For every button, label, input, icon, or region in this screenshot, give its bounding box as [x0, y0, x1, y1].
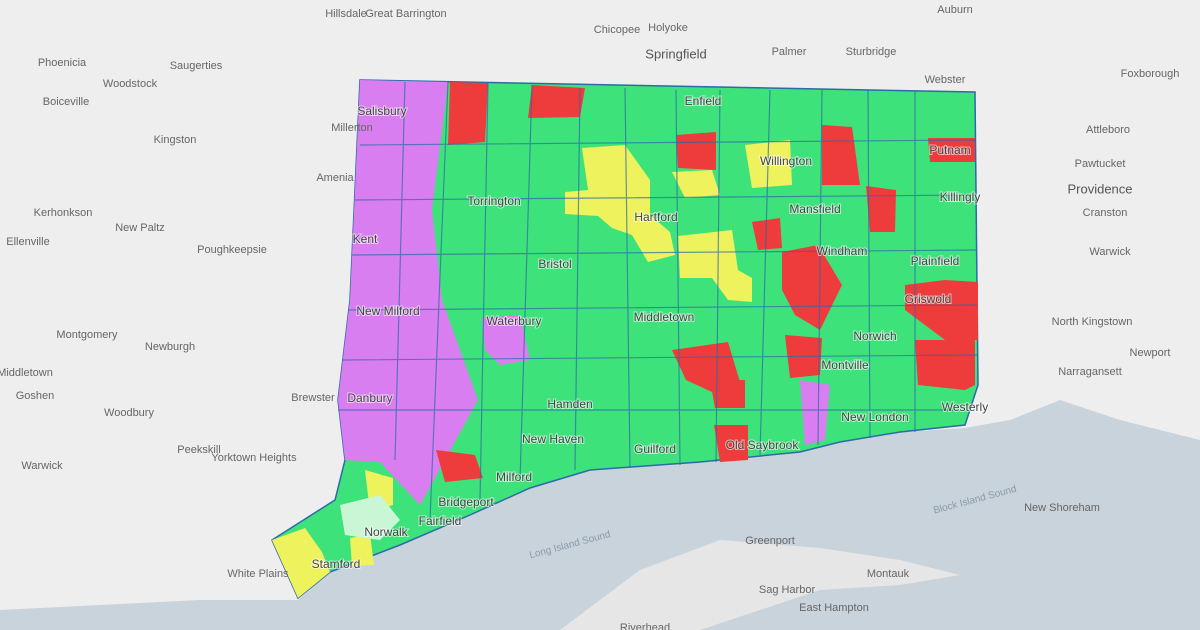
town-label: Waterbury: [487, 314, 542, 328]
place-label: East Hampton: [799, 602, 869, 614]
town-label: Danbury: [347, 391, 392, 405]
place-label: Montauk: [867, 568, 910, 580]
town-label: Stamford: [312, 557, 361, 571]
town-label: Kent: [353, 232, 378, 246]
place-label: White Plains: [227, 568, 289, 580]
town-label: Windham: [817, 244, 868, 258]
town-label: New Haven: [522, 432, 584, 446]
place-label: Newport: [1130, 347, 1171, 359]
town-label: Hamden: [547, 397, 592, 411]
town-label: Norwich: [853, 329, 896, 343]
place-label: Phoenicia: [38, 57, 87, 69]
place-label: Boiceville: [43, 96, 89, 108]
region-light: [340, 495, 400, 540]
place-label: Yorktown Heights: [211, 452, 297, 464]
place-label: Goshen: [16, 390, 55, 402]
town-label: New London: [841, 410, 908, 424]
town-label: Guilford: [634, 442, 676, 456]
town-label: Salisbury: [357, 104, 406, 118]
regions-yellow: [272, 140, 792, 598]
town-label: Middletown: [634, 310, 695, 324]
place-label: Middletown: [0, 367, 53, 379]
place-label: Peekskill: [177, 444, 220, 456]
town-label: Killingly: [940, 190, 981, 204]
place-label: Montgomery: [56, 329, 118, 341]
town-label: Fairfield: [419, 514, 462, 528]
place-label: Warwick: [1089, 246, 1131, 258]
region-purple: [800, 380, 830, 445]
place-label: Sturbridge: [846, 46, 897, 58]
town-label: Enfield: [685, 94, 722, 108]
place-label: Millerton: [331, 122, 373, 134]
place-label: Attleboro: [1086, 124, 1130, 136]
town-label: Hartford: [634, 210, 677, 224]
place-label: Poughkeepsie: [197, 244, 267, 256]
place-label: North Kingstown: [1052, 316, 1133, 328]
place-label: Chicopee: [594, 24, 640, 36]
place-label: Webster: [925, 74, 966, 86]
town-borders: [338, 81, 979, 521]
place-label: Sag Harbor: [759, 584, 816, 596]
place-label: Great Barrington: [365, 8, 446, 20]
place-label: Foxborough: [1121, 68, 1180, 80]
town-label: Plainfield: [911, 254, 960, 268]
town-label: Putnam: [929, 143, 970, 157]
long-island: [560, 540, 960, 630]
place-label: Warwick: [21, 460, 63, 472]
place-label: Woodstock: [103, 78, 158, 90]
place-label: Greenport: [745, 535, 795, 547]
place-label: Holyoke: [648, 22, 688, 34]
town-label: Montville: [821, 358, 869, 372]
place-label: Narragansett: [1058, 366, 1122, 378]
town-label: Bristol: [538, 257, 571, 271]
town-label: Milford: [496, 470, 532, 484]
town-label: Westerly: [942, 400, 988, 414]
place-label: Auburn: [937, 4, 972, 16]
place-label: Kingston: [154, 134, 197, 146]
town-label: Griswold: [905, 292, 952, 306]
town-label: New Milford: [356, 304, 419, 318]
place-label: Brewster: [291, 392, 335, 404]
town-label: Norwalk: [364, 525, 408, 539]
town-label: Willington: [760, 154, 812, 168]
place-label: New Paltz: [115, 222, 165, 234]
town-label: Bridgeport: [438, 495, 494, 509]
place-label: Riverhead: [620, 622, 670, 630]
regions-red: [436, 82, 978, 482]
place-label: New Shoreham: [1024, 502, 1100, 514]
town-label: Old Saybrook: [726, 438, 800, 452]
town-label: Mansfield: [789, 202, 840, 216]
place-label: Palmer: [772, 46, 807, 58]
place-label: Springfield: [645, 46, 706, 61]
place-label: Woodbury: [104, 407, 154, 419]
place-label: Pawtucket: [1075, 158, 1126, 170]
place-label: Newburgh: [145, 341, 195, 353]
place-label: Saugerties: [170, 60, 223, 72]
place-label: Amenia: [316, 172, 354, 184]
place-label: Hillsdale: [325, 8, 367, 20]
place-label: Providence: [1067, 181, 1132, 196]
town-label: Torrington: [467, 194, 520, 208]
region-purple: [338, 80, 478, 505]
place-label: Cranston: [1083, 207, 1128, 219]
region-purple: [482, 315, 530, 365]
place-label: Kerhonkson: [34, 207, 93, 219]
place-label: Ellenville: [6, 236, 49, 248]
